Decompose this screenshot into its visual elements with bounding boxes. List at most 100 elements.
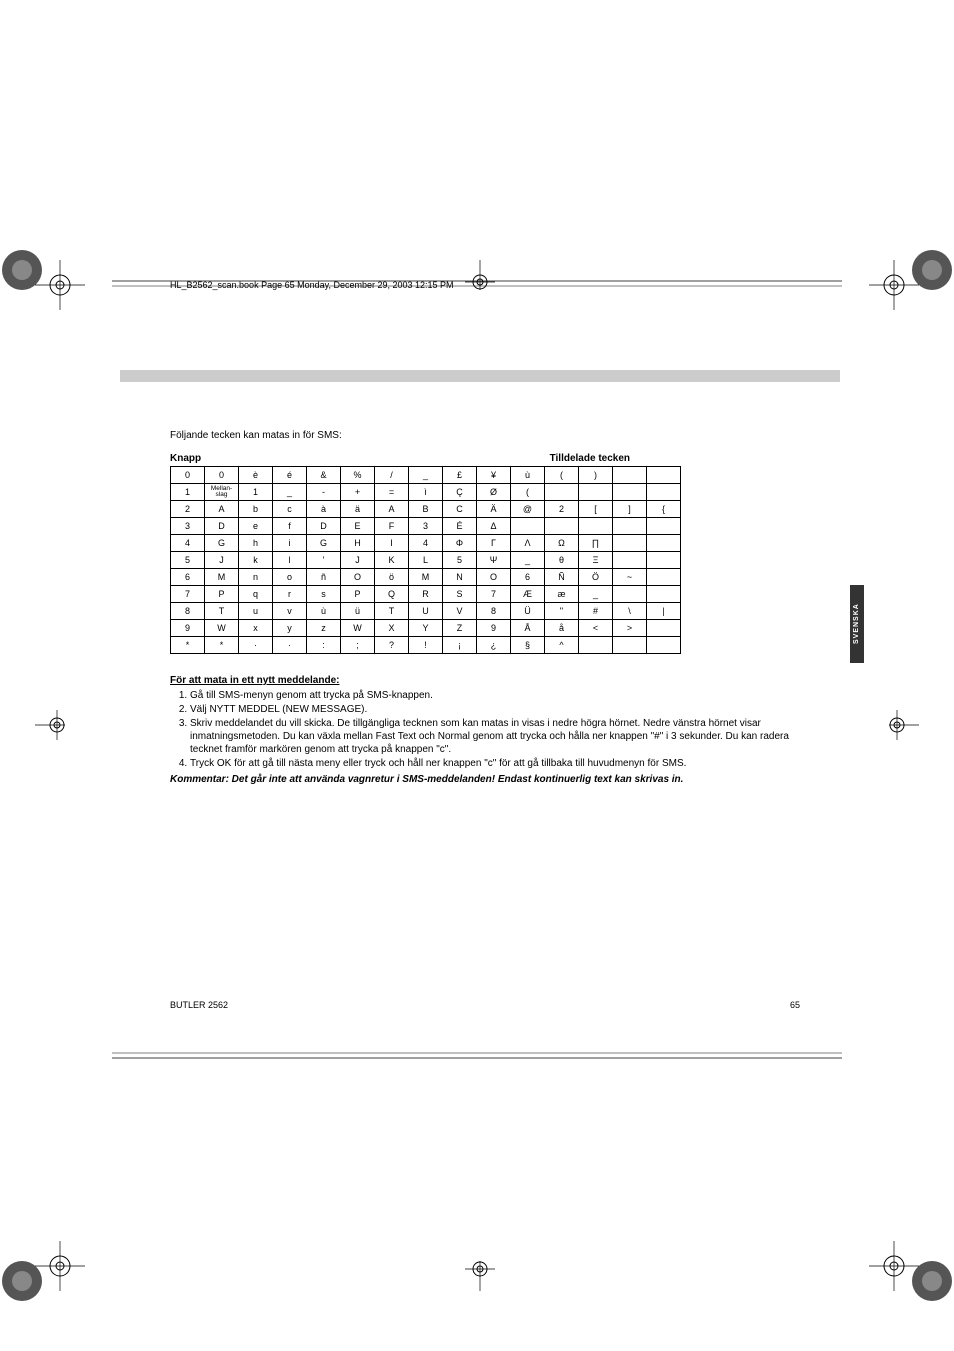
char-cell: D — [307, 518, 341, 535]
char-cell: é — [273, 467, 307, 484]
char-table: 00èé&%/_£¥ù()1Mellan-slag1_-+=ìÇØ(2Abcàä… — [170, 466, 681, 654]
step-item: Välj NYTT MEDDEL (NEW MESSAGE). — [190, 703, 800, 716]
char-cell: { — [647, 501, 681, 518]
char-cell: É — [443, 518, 477, 535]
char-cell: ~ — [613, 569, 647, 586]
char-cell: ù — [511, 467, 545, 484]
char-cell: _ — [579, 586, 613, 603]
char-cell: X — [375, 620, 409, 637]
step-item: Gå till SMS-menyn genom att trycka på SM… — [190, 689, 800, 702]
char-cell: Λ — [511, 535, 545, 552]
char-cell: P — [205, 586, 239, 603]
crop-mark — [35, 700, 65, 750]
char-cell: H — [341, 535, 375, 552]
char-cell — [579, 637, 613, 654]
char-cell: Φ — [443, 535, 477, 552]
char-cell — [647, 518, 681, 535]
char-cell: / — [375, 467, 409, 484]
char-cell: Γ — [477, 535, 511, 552]
char-cell: | — [647, 603, 681, 620]
char-cell: - — [307, 484, 341, 501]
char-cell: 6 — [171, 569, 205, 586]
char-cell: W — [205, 620, 239, 637]
char-cell: z — [307, 620, 341, 637]
char-cell: u — [239, 603, 273, 620]
char-cell — [613, 484, 647, 501]
char-cell: = — [375, 484, 409, 501]
char-cell: r — [273, 586, 307, 603]
instructions-title: För att mata in ett nytt meddelande: — [170, 675, 339, 686]
char-cell: 3 — [409, 518, 443, 535]
char-cell: F — [375, 518, 409, 535]
side-tab: SVENSKA — [850, 585, 864, 663]
char-cell: Z — [443, 620, 477, 637]
char-cell: G — [307, 535, 341, 552]
char-cell: Ω — [545, 535, 579, 552]
char-cell — [511, 518, 545, 535]
char-cell: à — [307, 501, 341, 518]
char-cell: i — [273, 535, 307, 552]
char-cell — [613, 586, 647, 603]
char-cell — [545, 484, 579, 501]
char-cell: Ñ — [545, 569, 579, 586]
char-cell: Ψ — [477, 552, 511, 569]
char-cell — [647, 467, 681, 484]
steps-list: Gå till SMS-menyn genom att trycka på SM… — [170, 689, 800, 770]
char-cell: N — [443, 569, 477, 586]
char-cell: 6 — [511, 569, 545, 586]
char-cell: b — [239, 501, 273, 518]
step-item: Skriv meddelandet du vill skicka. De til… — [190, 717, 800, 756]
footer-right: 65 — [790, 1000, 800, 1010]
char-cell: Y — [409, 620, 443, 637]
char-cell: o — [273, 569, 307, 586]
char-cell: Δ — [477, 518, 511, 535]
step-item: Tryck OK för att gå till nästa meny elle… — [190, 757, 800, 770]
char-cell: D — [205, 518, 239, 535]
table-header-right: Tilldelade tecken — [550, 453, 630, 464]
char-cell: ( — [545, 467, 579, 484]
char-cell — [613, 467, 647, 484]
char-cell: > — [613, 620, 647, 637]
char-cell: θ — [545, 552, 579, 569]
intro-text: Följande tecken kan matas in för SMS: — [170, 430, 800, 441]
char-cell — [579, 518, 613, 535]
char-cell: · — [273, 637, 307, 654]
char-cell: M — [409, 569, 443, 586]
char-cell: 1 — [171, 484, 205, 501]
char-cell: ù — [307, 603, 341, 620]
char-cell: " — [545, 603, 579, 620]
char-cell: [ — [579, 501, 613, 518]
char-cell: T — [375, 603, 409, 620]
char-cell: Q — [375, 586, 409, 603]
char-cell: ∏ — [579, 535, 613, 552]
char-cell: A — [375, 501, 409, 518]
char-cell: S — [443, 586, 477, 603]
char-cell: O — [477, 569, 511, 586]
char-cell: Ø — [477, 484, 511, 501]
footer-left: BUTLER 2562 — [170, 1000, 228, 1010]
char-cell: 4 — [171, 535, 205, 552]
char-cell: P — [341, 586, 375, 603]
char-cell: G — [205, 535, 239, 552]
char-cell: \ — [613, 603, 647, 620]
char-cell: O — [341, 569, 375, 586]
char-cell: & — [307, 467, 341, 484]
char-cell: 9 — [477, 620, 511, 637]
char-cell: Å — [511, 620, 545, 637]
crop-mark — [869, 260, 919, 310]
char-cell: Ç — [443, 484, 477, 501]
char-cell: f — [273, 518, 307, 535]
char-cell: ü — [341, 603, 375, 620]
table-header-left: Knapp — [170, 453, 201, 464]
char-cell: L — [409, 552, 443, 569]
char-cell: 2 — [171, 501, 205, 518]
char-cell: § — [511, 637, 545, 654]
char-cell — [613, 518, 647, 535]
char-cell: J — [205, 552, 239, 569]
char-cell — [647, 637, 681, 654]
char-cell: _ — [409, 467, 443, 484]
char-cell: c — [273, 501, 307, 518]
char-cell: V — [443, 603, 477, 620]
char-cell: ¥ — [477, 467, 511, 484]
char-cell: K — [375, 552, 409, 569]
